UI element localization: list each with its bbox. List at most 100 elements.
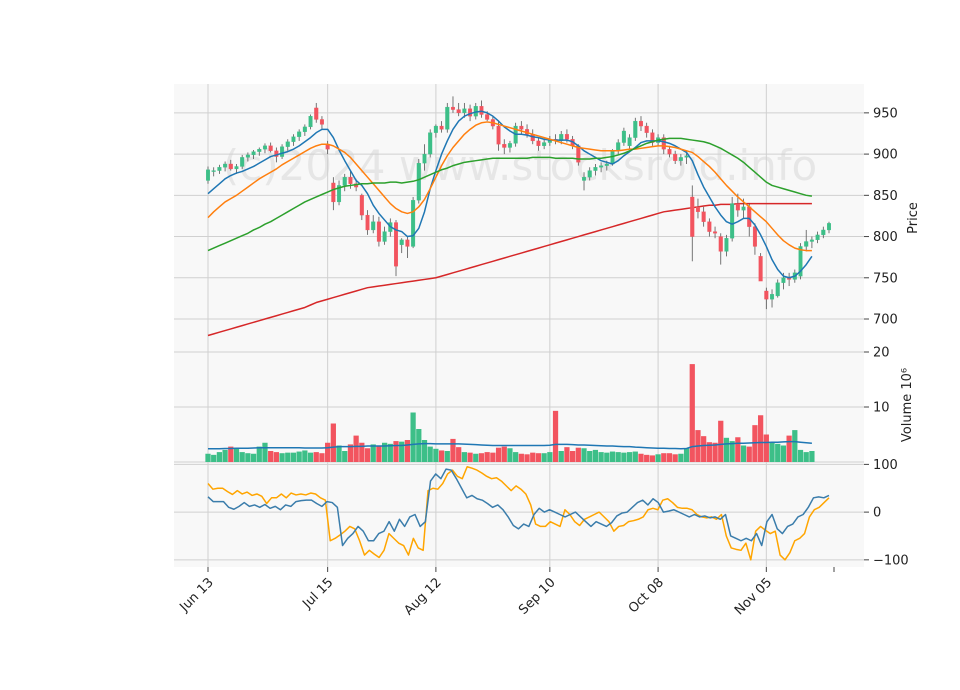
candle-body-down [661,137,666,150]
volume-bar [530,452,536,462]
volume-bar [672,454,678,462]
price-tick-label: 700 [873,313,898,328]
volume-bar [290,452,297,462]
volume-bar [336,445,342,462]
volume-bar [570,451,576,462]
volume-bar [558,451,564,462]
volume-bar [803,452,809,462]
volume-bar [233,447,240,462]
candle-body-up [724,238,729,252]
candle-body-up [798,246,803,277]
volume-bar [678,453,684,462]
candle-body-down [519,125,524,130]
candle-body-up [593,167,598,171]
candle-body-up [826,223,832,231]
volume-bar [387,443,393,462]
candle-body-down [496,125,501,145]
volume-bar [809,451,815,462]
volume-bar [461,452,467,462]
candle-body-down [439,125,444,130]
candle-body-up [445,106,450,130]
volume-bar [228,446,234,462]
volume-bar [792,430,798,462]
candle-body-up [741,206,746,211]
volume-bar [410,412,416,462]
volume-bar [552,410,559,462]
candle-body-up [604,163,609,166]
volume-bar [342,451,348,462]
volume-bar [581,448,587,462]
price-tick-label: 950 [873,106,898,121]
volume-bar [438,450,445,462]
volume-bar [752,425,758,462]
volume-bar [513,452,519,462]
volume-bar [547,452,553,462]
candle-body-down [359,195,364,216]
volume-bar [786,435,792,462]
volume-bar [718,420,724,462]
candle-body-up [804,241,809,247]
candle-body-up [399,239,404,245]
candle-body-up [223,163,228,168]
volume-bar [775,443,781,462]
volume-bar [353,435,359,462]
volume-bar [644,454,650,462]
candle-body-up [633,120,638,138]
candle-body-up [297,131,302,137]
candle-body-up [280,146,285,157]
candle-body-up [428,132,433,155]
candle-body-down [394,222,399,267]
candle-body-down [450,106,455,110]
volume-bar [661,453,667,462]
volume-tick-label: 20 [873,346,890,361]
candle-body-down [701,211,706,222]
volume-bar [273,452,279,462]
candle-body-up [342,177,347,186]
volume-bar [404,440,411,462]
volume-bar [245,453,251,462]
candle-body-up [599,165,604,168]
moving-average-ma60 [207,202,812,337]
candle-body-down [314,107,319,120]
volume-average-line [208,440,812,450]
volume-bar [279,453,285,462]
volume-bar [615,452,621,462]
candle-body-up [382,231,387,242]
volume-bar [427,446,433,462]
candle-body-down [695,206,700,212]
volume-bar [285,452,291,462]
volume-bar [325,442,331,462]
candle-body-down [747,206,752,227]
watermark-text: (c)2024 www.stocksroid.info [223,141,817,190]
candle-body-down [638,120,643,127]
moving-average-ma5 [207,110,813,279]
volume-bar [456,447,462,462]
candle-body-down [348,177,353,184]
candle-body-up [291,136,296,142]
candle-body-up [240,157,245,167]
volume-bar [370,444,376,462]
price-tick-label: 850 [873,189,898,204]
candle-body-up [627,137,632,146]
volume-bar [484,452,490,462]
volume-bar [433,448,439,462]
volume-bar [604,452,610,462]
volume-axis-label: Volume 10⁶ [900,368,915,442]
candle-body-up [730,203,735,239]
candle-body-down [502,144,507,148]
volume-bar [524,454,530,462]
volume-bar [632,451,638,462]
volume-bar [399,441,405,462]
candle-body-up [308,116,313,128]
candle-body-down [713,231,718,234]
volume-bar [740,445,747,462]
volume-bar [211,454,217,462]
candle-body-down [752,226,757,247]
candle-body-up [371,221,376,231]
volume-bar [450,438,456,462]
volume-bar [780,445,787,462]
volume-bar [689,364,695,462]
volume-bar [478,453,485,462]
candle-body-up [217,167,222,171]
